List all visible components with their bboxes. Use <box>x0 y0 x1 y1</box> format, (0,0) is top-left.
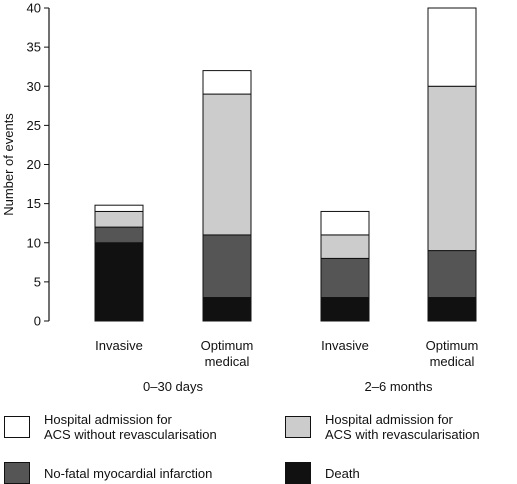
y-axis-label: Number of events <box>1 113 16 216</box>
bar-segment <box>94 226 144 244</box>
bar-segment <box>320 257 370 299</box>
y-tick-label: 20 <box>27 157 41 172</box>
bar-segment <box>427 297 477 322</box>
bar-segment <box>202 93 252 236</box>
bar-segment <box>427 250 477 299</box>
x-category-label: Invasive <box>321 338 369 353</box>
x-category-label: medical <box>205 354 250 369</box>
bars <box>94 7 477 322</box>
bar-segment <box>427 7 477 87</box>
x-group-label: 2–6 months <box>365 379 433 394</box>
bar-segment <box>320 297 370 322</box>
bar-segment <box>202 70 252 95</box>
x-category-label: Invasive <box>95 338 143 353</box>
y-tick-label: 5 <box>34 274 41 289</box>
bar-segment <box>94 242 144 322</box>
x-group-label: 0–30 days <box>143 379 203 394</box>
y-tick-label: 30 <box>27 79 41 94</box>
axes: 0 5 10 15 20 25 30 35 40 Number of events <box>1 1 50 329</box>
bar-segment <box>202 234 252 299</box>
bar-segment <box>320 234 370 259</box>
bar-segment <box>427 85 477 252</box>
x-category-label: Optimum <box>201 338 254 353</box>
y-tick-label: 25 <box>27 118 41 133</box>
y-tick-label: 35 <box>27 40 41 55</box>
x-category-label: medical <box>430 354 475 369</box>
bar-segment <box>320 210 370 236</box>
y-tick-label: 40 <box>27 1 41 16</box>
y-tick-label: 10 <box>27 235 41 250</box>
bar-segment <box>202 297 252 322</box>
y-tick-label: 15 <box>27 196 41 211</box>
bar-segment <box>94 210 144 228</box>
bar-segment <box>94 204 144 212</box>
y-tick-label: 0 <box>34 314 41 329</box>
x-category-label: Optimum <box>426 338 479 353</box>
